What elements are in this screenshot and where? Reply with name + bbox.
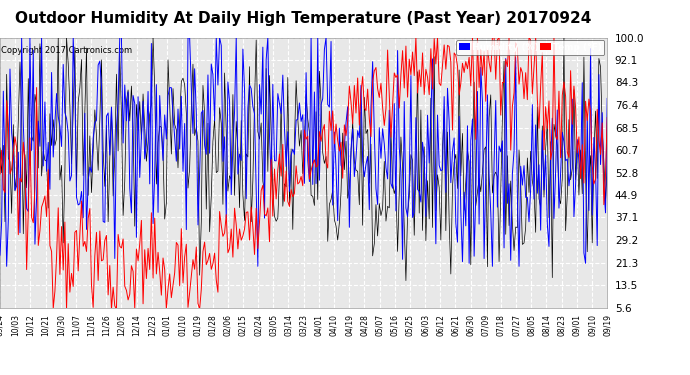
Text: Outdoor Humidity At Daily High Temperature (Past Year) 20170924: Outdoor Humidity At Daily High Temperatu…	[15, 11, 592, 26]
Text: Copyright 2017 Cartronics.com: Copyright 2017 Cartronics.com	[1, 46, 132, 55]
Legend: Humidity (%), Temp (°F): Humidity (%), Temp (°F)	[456, 40, 604, 55]
